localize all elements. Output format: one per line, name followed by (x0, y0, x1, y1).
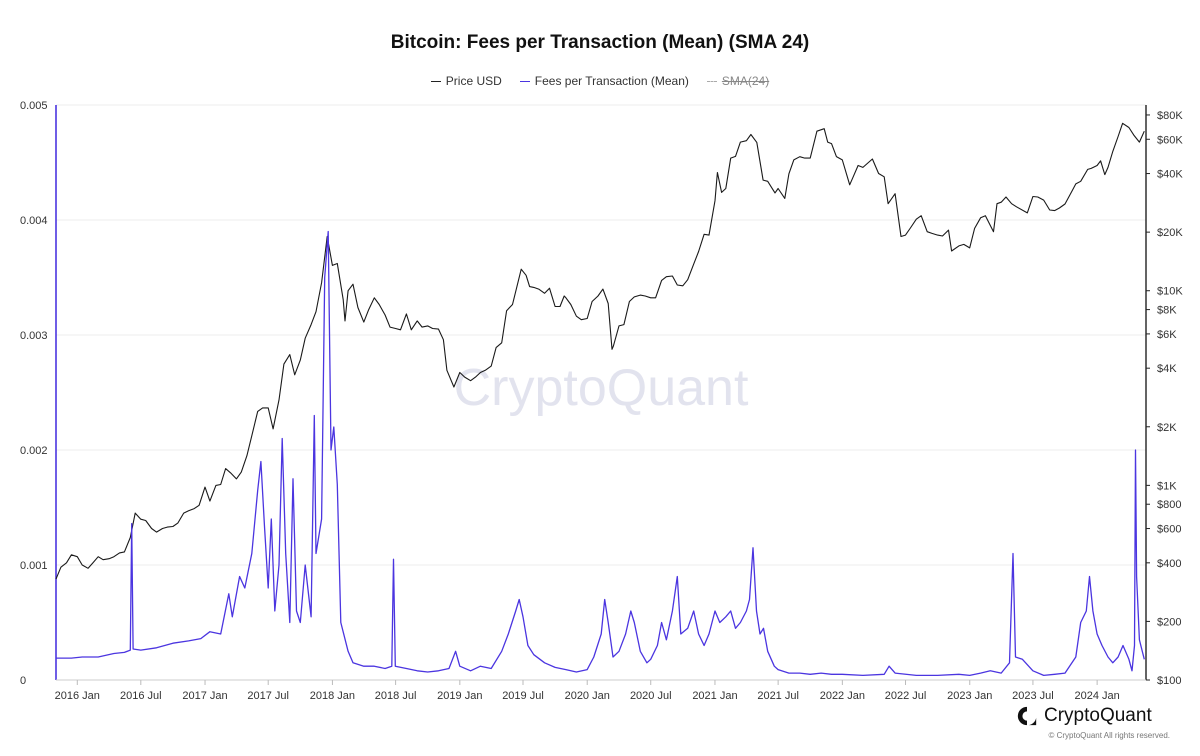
left-axis: 0 0.001 0.002 0.003 0.004 0.005 (20, 100, 57, 687)
x-tick-label: 2019 Jul (502, 690, 544, 702)
x-tick-label: 2020 Jul (630, 690, 672, 702)
y-right-tick-label: $4K (1157, 363, 1177, 375)
series-layer (55, 122, 1145, 677)
cryptoquant-logo-icon (1017, 706, 1037, 726)
y-left-tick-label: 0.003 (20, 330, 48, 342)
legend-swatch-fees (519, 80, 530, 82)
y-right-tick-label: $2K (1157, 422, 1177, 434)
legend-label-price: Price USD (445, 74, 502, 88)
y-right-tick-label: $1K (1157, 480, 1177, 492)
y-left-tick-label: 0 (20, 675, 26, 687)
watermark: CryptoQuant (454, 359, 749, 417)
y-right-tick-label: $20K (1157, 227, 1183, 239)
legend-label-fees: Fees per Transaction (Mean) (534, 74, 689, 88)
x-tick-label: 2022 Jul (885, 690, 927, 702)
copyright-text: © CryptoQuant All rights reserved. (1048, 731, 1171, 740)
legend-item-fees[interactable]: Fees per Transaction (Mean) (519, 74, 689, 88)
x-tick-label: 2016 Jan (55, 690, 100, 702)
right-axis: $100 $200 $400 $600 $800 $1K $2K $4K $6K $8K $10K $… (1145, 105, 1183, 687)
y-right-tick-label: $400 (1157, 558, 1181, 570)
x-tick-label: 2023 Jan (947, 690, 992, 702)
legend-item-sma[interactable]: SMA(24) (706, 74, 770, 88)
y-right-tick-label: $600 (1157, 524, 1181, 536)
y-left-tick-label: 0.002 (20, 445, 48, 457)
y-right-tick-label: $8K (1157, 305, 1177, 317)
y-right-tick-label: $10K (1157, 286, 1183, 298)
x-tick-label: 2021 Jan (692, 690, 737, 702)
x-axis: 2016 Jan 2016 Jul 2017 Jan 2017 Jul 2018 Jan… (55, 679, 1146, 702)
x-tick-label: 2020 Jan (565, 690, 610, 702)
x-tick-label: 2018 Jul (375, 690, 417, 702)
x-tick-label: 2019 Jan (437, 690, 482, 702)
x-tick-label: 2017 Jan (182, 690, 227, 702)
legend-label-sma: SMA(24) (721, 74, 770, 88)
legend-swatch-price (430, 80, 441, 82)
y-left-tick-label: 0.004 (20, 215, 48, 227)
x-tick-label: 2024 Jan (1075, 690, 1120, 702)
y-right-tick-label: $200 (1157, 616, 1181, 628)
legend-swatch-sma (706, 80, 717, 82)
x-tick-label: 2018 Jan (310, 690, 355, 702)
y-left-tick-label: 0.001 (20, 560, 48, 572)
x-tick-label: 2017 Jul (247, 690, 289, 702)
y-right-tick-label: $40K (1157, 169, 1183, 181)
brand-logo[interactable]: CryptoQuant (1016, 705, 1152, 727)
y-right-tick-label: $6K (1157, 329, 1177, 341)
series-line-price-usd (55, 122, 1145, 580)
series-line-fees-per-transaction (56, 230, 1145, 677)
legend-item-price[interactable]: Price USD (430, 74, 502, 88)
y-right-tick-label: $80K (1157, 110, 1183, 122)
y-right-tick-label: $60K (1157, 134, 1183, 146)
brand-name: CryptoQuant (1044, 705, 1152, 726)
x-tick-label: 2016 Jul (120, 690, 162, 702)
x-tick-label: 2023 Jul (1012, 690, 1054, 702)
y-right-tick-label: $100 (1157, 675, 1181, 687)
x-tick-label: 2022 Jan (820, 690, 865, 702)
y-right-tick-label: $800 (1157, 499, 1181, 511)
chart-legend: Price USD Fees per Transaction (Mean) SM… (0, 74, 1200, 88)
chart-title: Bitcoin: Fees per Transaction (Mean) (SM… (390, 32, 810, 53)
x-tick-label: 2021 Jul (757, 690, 799, 702)
y-left-tick-label: 0.005 (20, 100, 48, 112)
